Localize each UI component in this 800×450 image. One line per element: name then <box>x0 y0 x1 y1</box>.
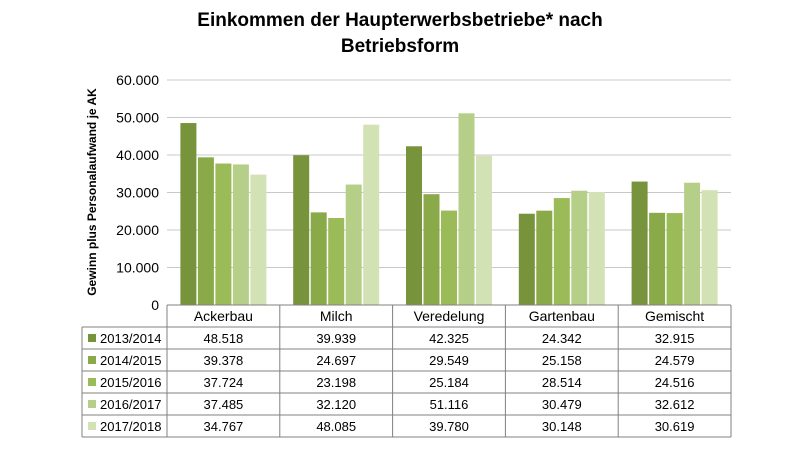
bar <box>631 181 648 305</box>
x-tick-label: Veredelung <box>414 308 485 324</box>
chart-title: Einkommen der Haupterwerbsbetriebe* nach… <box>0 8 800 60</box>
bar <box>328 218 345 305</box>
legend-swatch <box>88 378 96 386</box>
legend-label: 2016/2017 <box>100 397 161 412</box>
data-cell: 24.342 <box>542 331 582 346</box>
data-cell: 30.479 <box>542 397 582 412</box>
legend-swatch <box>88 334 96 342</box>
bar <box>423 194 440 305</box>
bar <box>458 113 475 305</box>
data-cell: 48.085 <box>316 419 356 434</box>
data-cell: 39.378 <box>204 353 244 368</box>
data-cell: 24.697 <box>316 353 356 368</box>
bar <box>588 191 605 305</box>
y-tick-label: 30.000 <box>116 185 159 201</box>
data-cell: 30.148 <box>542 419 582 434</box>
data-cell: 42.325 <box>429 331 469 346</box>
y-tick-label: 60.000 <box>116 72 159 88</box>
bar <box>666 213 683 305</box>
data-cell: 37.485 <box>204 397 244 412</box>
x-tick-label: Milch <box>320 308 353 324</box>
bar <box>232 164 249 305</box>
bar <box>345 184 362 305</box>
bar <box>441 210 457 305</box>
data-cell: 30.619 <box>655 419 695 434</box>
bar <box>649 212 666 305</box>
data-cell: 24.516 <box>655 375 695 390</box>
data-cell: 23.198 <box>316 375 356 390</box>
bar <box>406 146 422 305</box>
data-cell: 37.724 <box>204 375 244 390</box>
legend-swatch <box>88 356 96 364</box>
x-tick-label: Ackerbau <box>194 308 253 324</box>
legend-label: 2015/2016 <box>100 375 161 390</box>
bar <box>310 212 327 305</box>
data-cell: 32.612 <box>655 397 695 412</box>
bar <box>553 198 570 305</box>
bar <box>536 210 553 305</box>
x-tick-label: Gemischt <box>645 308 704 324</box>
y-tick-label: 40.000 <box>116 147 159 163</box>
legend-swatch <box>88 400 96 408</box>
data-cell: 39.780 <box>429 419 469 434</box>
bar <box>701 190 718 305</box>
y-tick-label: 50.000 <box>116 110 159 126</box>
y-tick-label: 10.000 <box>116 260 159 276</box>
data-cell: 29.549 <box>429 353 469 368</box>
data-cell: 24.579 <box>655 353 695 368</box>
bar <box>363 124 380 306</box>
legend-label: 2013/2014 <box>100 331 161 346</box>
bar <box>684 182 701 305</box>
data-cell: 39.939 <box>316 331 356 346</box>
data-cell: 25.184 <box>429 375 469 390</box>
bar <box>180 123 197 306</box>
x-tick-label: Gartenbau <box>529 308 595 324</box>
bar <box>293 155 310 305</box>
data-cell: 32.120 <box>316 397 356 412</box>
bar <box>571 190 588 305</box>
legend-label: 2017/2018 <box>100 419 161 434</box>
data-cell: 32.915 <box>655 331 695 346</box>
data-cell: 28.514 <box>542 375 582 390</box>
y-tick-label: 20.000 <box>116 222 159 238</box>
data-cell: 51.116 <box>430 397 469 412</box>
data-cell: 48.518 <box>204 331 244 346</box>
y-tick-label: 0 <box>151 297 159 313</box>
bar <box>215 163 232 305</box>
y-axis-label: Gewinn plus Personalaufwand je AK <box>85 88 99 296</box>
legend-label: 2014/2015 <box>100 353 161 368</box>
bar <box>250 174 267 305</box>
chart-title-line-1: Einkommen der Haupterwerbsbetriebe* nach <box>197 10 603 31</box>
data-cell: 34.767 <box>204 419 244 434</box>
chart-title-line-2: Betriebsform <box>340 36 460 57</box>
legend-swatch <box>88 422 96 430</box>
bar <box>518 213 535 305</box>
bar <box>476 155 492 305</box>
bar <box>197 157 214 305</box>
data-cell: 25.158 <box>542 353 582 368</box>
